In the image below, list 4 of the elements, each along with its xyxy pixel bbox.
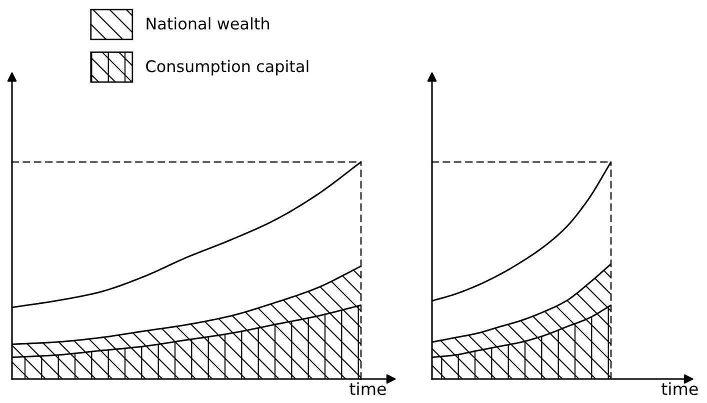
x-axis-title: time (662, 382, 698, 396)
legend-label: Consumption capital (146, 60, 308, 76)
legend-label: National wealth (146, 17, 269, 30)
x-axis-title: time (350, 382, 386, 396)
